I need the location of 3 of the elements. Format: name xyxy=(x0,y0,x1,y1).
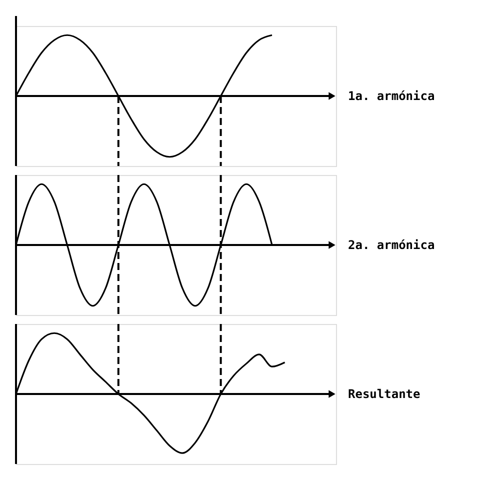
legend-label: 1a. armónica xyxy=(348,89,435,103)
legend-label: Resultante xyxy=(348,387,420,401)
legend-label: 2a. armónica xyxy=(348,238,435,252)
